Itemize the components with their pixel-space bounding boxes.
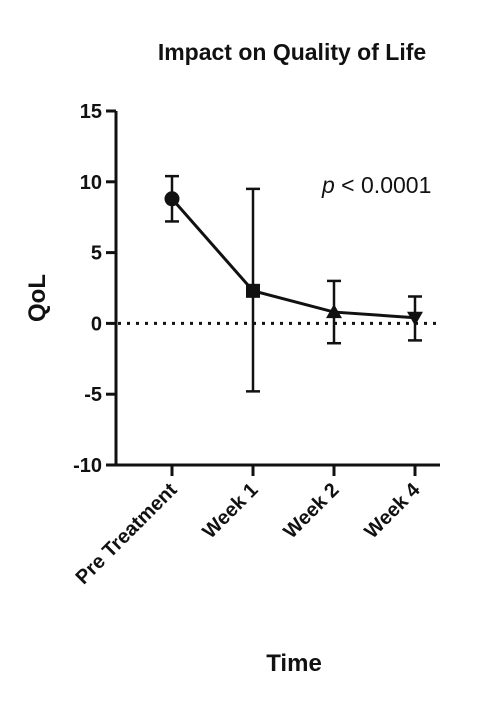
- y-tick-label: 5: [91, 243, 102, 265]
- x-axis-title: Time: [266, 650, 322, 677]
- p-value-rest: < 0.0001: [335, 172, 432, 198]
- p-value-italic: p: [321, 172, 335, 198]
- y-tick-label: 10: [80, 172, 102, 194]
- y-tick-label: -5: [84, 384, 102, 406]
- error-bars: [165, 174, 422, 393]
- series-line: [170, 197, 416, 320]
- x-tick-label: Week 4: [360, 478, 425, 543]
- x-tick-label: Week 1: [198, 479, 262, 543]
- x-tick-label: Week 2: [279, 479, 343, 543]
- data-point-marker: [246, 283, 260, 298]
- data-point-marker: [407, 311, 423, 326]
- data-point-marker: [326, 304, 342, 319]
- series-polyline: [170, 197, 416, 320]
- y-tick-label: -10: [73, 455, 102, 477]
- y-axis-title: QoL: [24, 274, 51, 322]
- y-tick-label: 0: [91, 313, 102, 335]
- p-value-annotation: p < 0.0001: [321, 172, 431, 198]
- chart-title: Impact on Quality of Life: [158, 39, 426, 65]
- y-tick-label: 15: [80, 101, 102, 123]
- x-tick-label: Pre Treatment: [72, 479, 182, 589]
- data-markers: [164, 191, 423, 326]
- y-axis: -10 -5 0 5 10 15: [73, 101, 118, 477]
- x-axis: Pre Treatment Week 1 Week 2 Week 4: [72, 463, 440, 589]
- data-point-marker: [164, 191, 180, 207]
